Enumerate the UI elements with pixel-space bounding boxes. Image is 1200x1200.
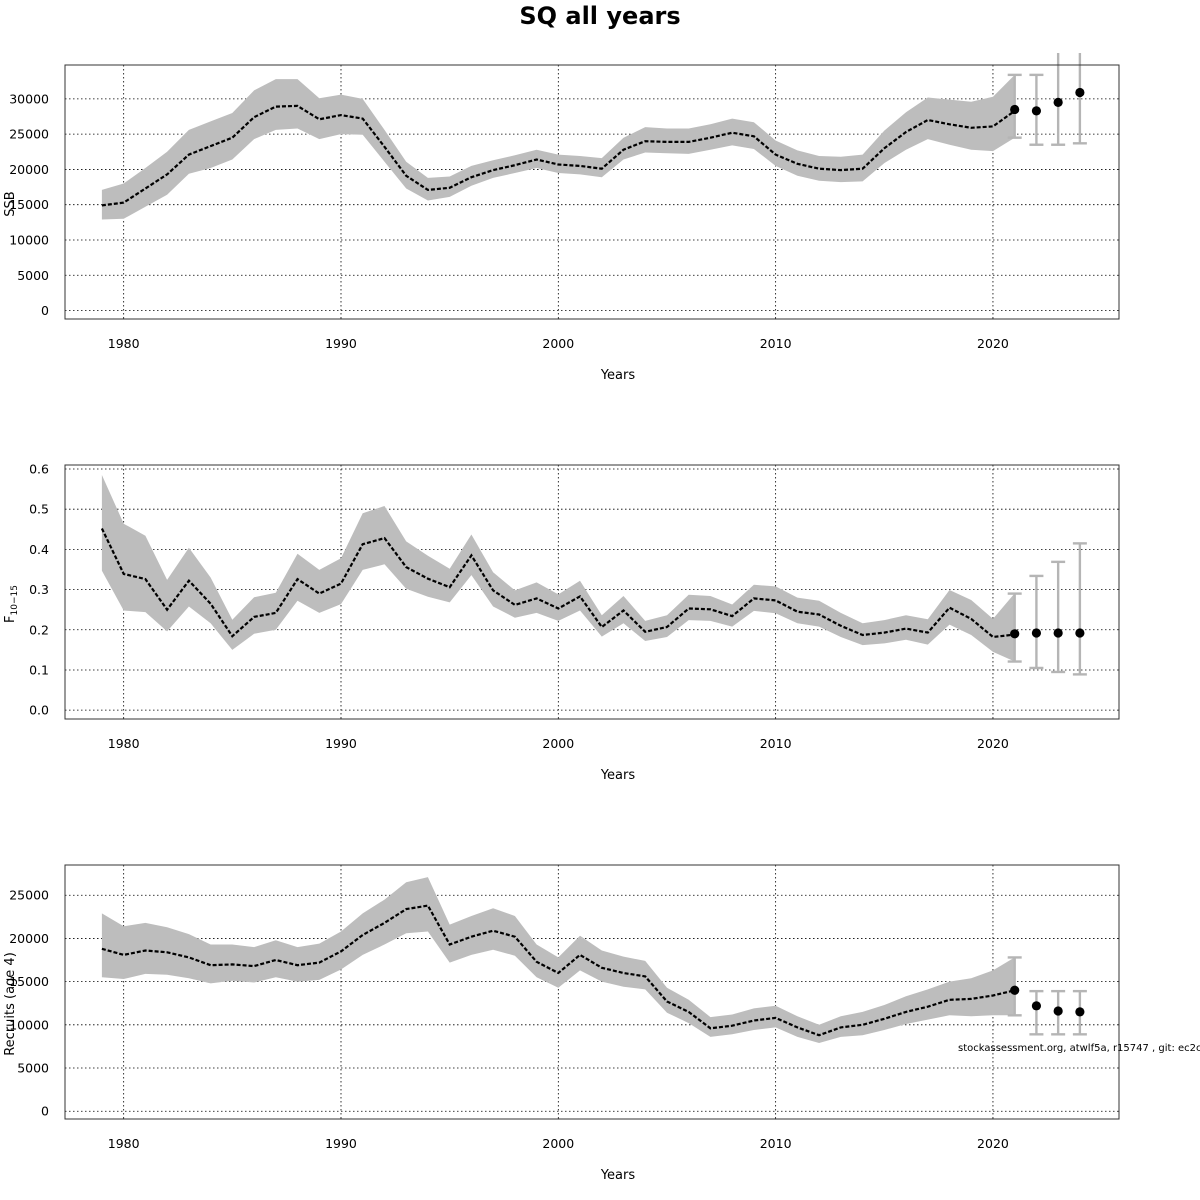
x-tick-label: 2010 bbox=[760, 1136, 792, 1151]
panels: 1980 1990 2000 2010 202005000100001500020000… bbox=[3, 53, 1120, 1183]
x-axis-label: Years bbox=[600, 1168, 636, 1183]
panel-1: 1980 1990 2000 2010 2020 0 5000 10000 15000 20000… bbox=[3, 53, 1120, 383]
x-tick-label: 2000 bbox=[542, 336, 574, 351]
x-tick-label: 1980 bbox=[108, 1136, 140, 1151]
x-tick-label: 1990 bbox=[325, 1136, 357, 1151]
confidence-band bbox=[101, 475, 1015, 662]
chart-title: SQ all years bbox=[519, 2, 680, 30]
x-tick-label: 2010 bbox=[760, 336, 792, 351]
y-tick-label: 20000 bbox=[9, 931, 49, 946]
y-tick-label: 15000 bbox=[9, 974, 49, 989]
x-tick-label: 1990 bbox=[325, 736, 357, 751]
y-tick-label: 20000 bbox=[9, 162, 49, 177]
y-tick-label: 10000 bbox=[9, 232, 49, 247]
projection-point bbox=[1010, 629, 1020, 639]
y-axis-label: F10−15 bbox=[3, 585, 20, 623]
y-tick-label: 25000 bbox=[9, 888, 49, 903]
x-tick-label: 1980 bbox=[108, 736, 140, 751]
y-tick-label: 5000 bbox=[17, 268, 49, 283]
y-tick-label: 0 bbox=[41, 1104, 49, 1119]
projection-point bbox=[1075, 1007, 1085, 1017]
x-axis-label: Years bbox=[600, 368, 636, 383]
projection-point bbox=[1031, 1001, 1042, 1011]
y-tick-label: 5000 bbox=[17, 1061, 49, 1076]
projection-point bbox=[1010, 985, 1020, 995]
x-tick-label: 2000 bbox=[542, 1136, 574, 1151]
projection-point bbox=[1053, 97, 1063, 107]
y-tick-label: 30000 bbox=[9, 91, 49, 106]
y-tick-label: 0 bbox=[41, 303, 49, 318]
y-tick-label: 10000 bbox=[9, 1017, 49, 1032]
x-tick-label: 1990 bbox=[325, 336, 357, 351]
y-tick-label: 25000 bbox=[9, 127, 49, 142]
x-tick-label: 2010 bbox=[760, 736, 792, 751]
y-axis-label: SSB bbox=[3, 191, 18, 216]
projection-point bbox=[1031, 628, 1042, 638]
plot-frame bbox=[64, 464, 1120, 720]
y-tick-label: 0.1 bbox=[29, 662, 49, 677]
projection-point bbox=[1053, 628, 1063, 638]
footnote: stockassessment.org, atwlf5a, r15747 , g… bbox=[958, 1043, 1200, 1054]
y-tick-label: 15000 bbox=[9, 197, 49, 212]
confidence-band bbox=[101, 877, 1015, 1043]
x-tick-label: 1980 bbox=[108, 336, 140, 351]
x-tick-label: 2020 bbox=[977, 336, 1009, 351]
estimate-line bbox=[101, 104, 1016, 207]
projection-point bbox=[1031, 106, 1042, 116]
plot-frame bbox=[64, 864, 1120, 1120]
y-tick-label: 0.5 bbox=[29, 502, 49, 517]
confidence-band bbox=[101, 74, 1015, 220]
y-axis-label-subscript: 10−15 bbox=[10, 585, 20, 615]
y-axis-label: Recruits (age 4) bbox=[3, 952, 18, 1056]
plot-frame bbox=[64, 64, 1120, 320]
x-tick-label: 2020 bbox=[977, 1136, 1009, 1151]
y-tick-label: 0.0 bbox=[29, 703, 49, 718]
x-tick-label: 2000 bbox=[542, 736, 574, 751]
estimate-line bbox=[100, 528, 1015, 639]
y-tick-label: 0.6 bbox=[29, 462, 49, 477]
estimate-line bbox=[101, 904, 1015, 1037]
projection-point bbox=[1075, 628, 1085, 638]
x-tick-label: 2020 bbox=[977, 736, 1009, 751]
projection-point bbox=[1053, 1006, 1063, 1016]
panel-3: 1980 1990 2000 2010 2020 0 5000 10000 15000 20000… bbox=[3, 864, 1120, 1183]
panel-2: 1980 1990 2000 2010 2020 0.0 0.1 0.2 0.3 0.4 0.5 0.… bbox=[3, 462, 1120, 783]
x-axis-label: Years bbox=[600, 768, 636, 783]
y-tick-label: 0.4 bbox=[29, 542, 49, 557]
y-tick-label: 0.3 bbox=[29, 582, 49, 597]
projection-point bbox=[1075, 87, 1085, 98]
projection-point bbox=[1010, 104, 1020, 115]
y-tick-label: 0.2 bbox=[29, 622, 49, 637]
